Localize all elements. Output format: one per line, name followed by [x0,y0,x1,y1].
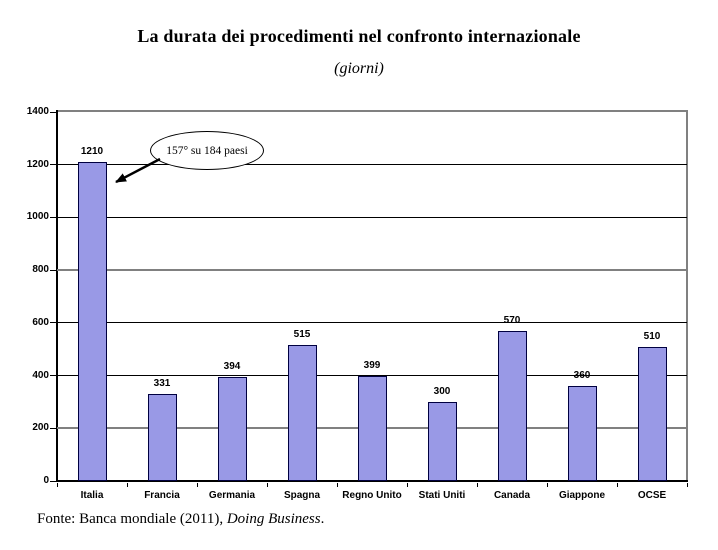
plot-right-border [686,110,688,482]
source-note-prefix: Fonte: Banca mondiale (2011), [37,511,227,527]
x-axis-tick [337,483,338,487]
y-axis-tick [50,164,56,166]
annotation-callout: 157° su 184 paesi [150,131,264,170]
y-axis-tick-label: 0 [43,475,49,486]
x-axis-tick [407,483,408,487]
x-axis-line [56,480,688,482]
y-axis-tick-label: 400 [32,369,49,381]
x-axis-label: Giappone [558,490,606,501]
gridline-1000 [57,216,687,218]
bar-value-label: 331 [153,377,171,389]
bar-francia [147,393,177,481]
bar-value-label: 360 [573,370,591,382]
gridline-600 [57,322,687,324]
gridline-400 [57,375,687,377]
y-axis-tick-label: 1200 [26,158,49,170]
x-axis-label: Germania [208,490,256,501]
x-axis-label: Stati Uniti [418,490,466,501]
bar-stati-uniti [427,401,457,481]
gridline-1200 [57,164,687,166]
x-axis-label: Spagna [283,490,321,501]
bar-value-label: 300 [433,385,451,397]
y-axis-tick [50,322,56,324]
x-axis-tick [687,483,688,487]
y-axis-tick-label: 1000 [26,211,49,223]
y-axis-tick [50,269,56,271]
chart-title: La durata dei procedimenti nel confronto… [137,26,581,46]
gridline-800 [57,269,687,272]
bar-value-label: 394 [223,361,241,373]
y-axis-tick-label: 200 [32,422,49,434]
bar-italia [77,162,107,481]
y-axis-tick [50,111,56,113]
bar-value-label: 1210 [80,146,104,158]
x-axis-label: Regno Unito [342,490,402,501]
bar-regno-unito [357,375,387,481]
y-axis-tick-label: 800 [32,264,49,276]
x-axis-tick [57,483,58,487]
x-axis-label: Francia [144,490,180,501]
x-axis-tick [267,483,268,487]
bar-value-label: 399 [363,359,381,371]
y-axis-line [56,110,58,482]
y-axis-tick [50,216,56,218]
bar-value-label: 515 [293,329,311,341]
chart-subtitle: (giorni) [334,60,384,77]
y-axis-tick-label: 600 [32,316,49,328]
plot-top-border [56,110,688,112]
x-axis-label: Italia [80,490,104,501]
bar-germania [217,377,247,481]
bar-value-label: 570 [503,314,521,326]
source-note: Fonte: Banca mondiale (2011), Doing Busi… [37,511,324,528]
y-axis-tick [50,480,56,482]
bar-canada [497,330,527,481]
x-axis-tick [547,483,548,487]
y-axis-tick [50,427,56,429]
bar-giappone [567,386,597,481]
x-axis-tick [477,483,478,487]
bar-spagna [287,345,317,481]
source-note-italic: Doing Business [226,511,321,527]
source-note-suffix: . [320,511,325,527]
x-axis-tick [197,483,198,487]
y-axis-tick [50,375,56,377]
bar-value-label: 510 [643,330,661,342]
x-axis-tick [617,483,618,487]
x-axis-label: Canada [493,490,531,501]
annotation-text: 157° su 184 paesi [166,144,248,157]
x-axis-tick [127,483,128,487]
y-axis-tick-label: 1400 [26,106,49,117]
x-axis-label: OCSE [637,490,667,501]
bar-ocse [637,346,667,481]
